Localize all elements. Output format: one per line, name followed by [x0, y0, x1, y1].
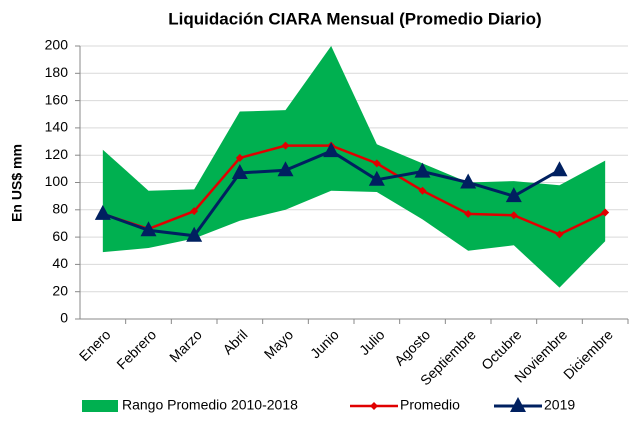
x-tick-label: Julio — [356, 326, 388, 358]
point — [509, 211, 518, 220]
x-tick-label: Octubre — [478, 326, 525, 373]
y-tick-label: 60 — [52, 228, 68, 244]
y-tick-label: 200 — [45, 37, 69, 53]
y-tick-label: 120 — [45, 146, 69, 162]
chart-title: Liquidación CIARA Mensual (Promedio Diar… — [168, 9, 541, 28]
point — [140, 221, 157, 237]
point — [281, 141, 290, 150]
y-tick-label: 180 — [45, 64, 69, 80]
point — [368, 170, 385, 186]
point — [551, 161, 568, 177]
point — [323, 142, 340, 158]
point — [460, 173, 477, 189]
y-tick-label: 0 — [60, 310, 68, 326]
x-tick-label: Febrero — [113, 326, 159, 372]
x-tick-label: Junio — [307, 326, 342, 361]
point — [418, 186, 427, 195]
point — [235, 153, 244, 162]
point — [414, 162, 431, 178]
y-tick-label: 140 — [45, 119, 69, 135]
legend-label: Rango Promedio 2010-2018 — [122, 397, 298, 413]
legend-label: Promedio — [400, 397, 460, 413]
x-tick-label: Enero — [76, 326, 114, 364]
y-axis-label: En US$ mm — [9, 144, 25, 222]
legend-label: 2019 — [544, 397, 575, 413]
y-tick-label: 40 — [52, 255, 68, 271]
point — [190, 207, 199, 216]
point — [555, 230, 564, 239]
x-tick-label: Agosto — [391, 326, 433, 368]
point — [505, 187, 522, 203]
x-tick-label: Marzo — [166, 326, 205, 365]
point — [277, 161, 294, 177]
y-tick-label: 100 — [45, 173, 69, 189]
point — [372, 159, 381, 168]
point — [94, 204, 111, 220]
point — [186, 226, 203, 242]
x-tick-label: Abril — [219, 326, 250, 357]
x-tick-label: Mayo — [261, 326, 297, 362]
point — [464, 209, 473, 218]
y-tick-label: 160 — [45, 91, 69, 107]
y-tick-label: 80 — [52, 201, 68, 217]
legend-marker — [510, 397, 526, 412]
point — [231, 163, 248, 179]
point — [601, 208, 610, 217]
y-tick-label: 20 — [52, 282, 68, 298]
x-tick-label: Diciembre — [560, 326, 616, 382]
series-line — [102, 144, 606, 236]
legend-marker — [370, 402, 378, 410]
legend-swatch — [82, 400, 118, 412]
